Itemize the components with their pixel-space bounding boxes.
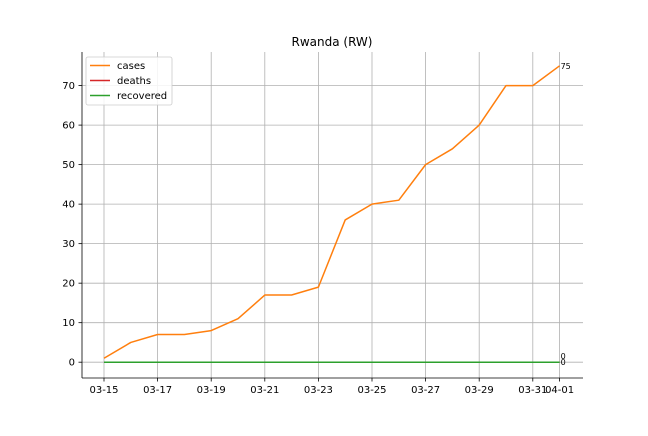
labels-layer: 03-15 03-17 03-19 03-21 03-23 03-25 03-27 03-29… (62, 62, 574, 396)
y-tick-label: 20 (62, 279, 75, 290)
axes-layer (78, 52, 583, 382)
x-tick-label: 03-23 (304, 385, 333, 396)
end-label-deaths: 0 (561, 352, 566, 361)
x-tick-label: 03-21 (250, 385, 279, 396)
y-tick-label: 30 (62, 239, 75, 250)
y-tick-label: 60 (62, 121, 75, 132)
legend-label-recovered: recovered (117, 91, 167, 102)
legend: cases deaths recovered (85, 56, 173, 106)
x-tick-label: 03-25 (357, 385, 386, 396)
end-label-recovered: 0 (561, 358, 566, 367)
x-tick-label: 04-01 (545, 385, 574, 396)
legend-box (85, 56, 173, 106)
x-tick-label: 03-31 (518, 385, 547, 396)
y-tick-label: 50 (62, 160, 75, 171)
y-tick-label: 0 (69, 358, 75, 369)
chart-title: Rwanda (RW) (292, 35, 373, 49)
end-label-cases: 75 (561, 62, 571, 71)
x-tick-label: 03-27 (411, 385, 440, 396)
x-tick-label: 03-15 (89, 385, 118, 396)
y-tick-label: 40 (62, 200, 75, 211)
x-tick-label: 03-29 (465, 385, 494, 396)
legend-label-deaths: deaths (117, 76, 151, 87)
legend-label-cases: cases (117, 61, 145, 72)
x-tick-label: 03-17 (143, 385, 172, 396)
series-layer (103, 65, 561, 363)
x-tick-label: 03-19 (197, 385, 226, 396)
series-line-cases (103, 65, 561, 359)
y-tick-label: 10 (62, 318, 75, 329)
y-tick-label: 70 (62, 81, 75, 92)
